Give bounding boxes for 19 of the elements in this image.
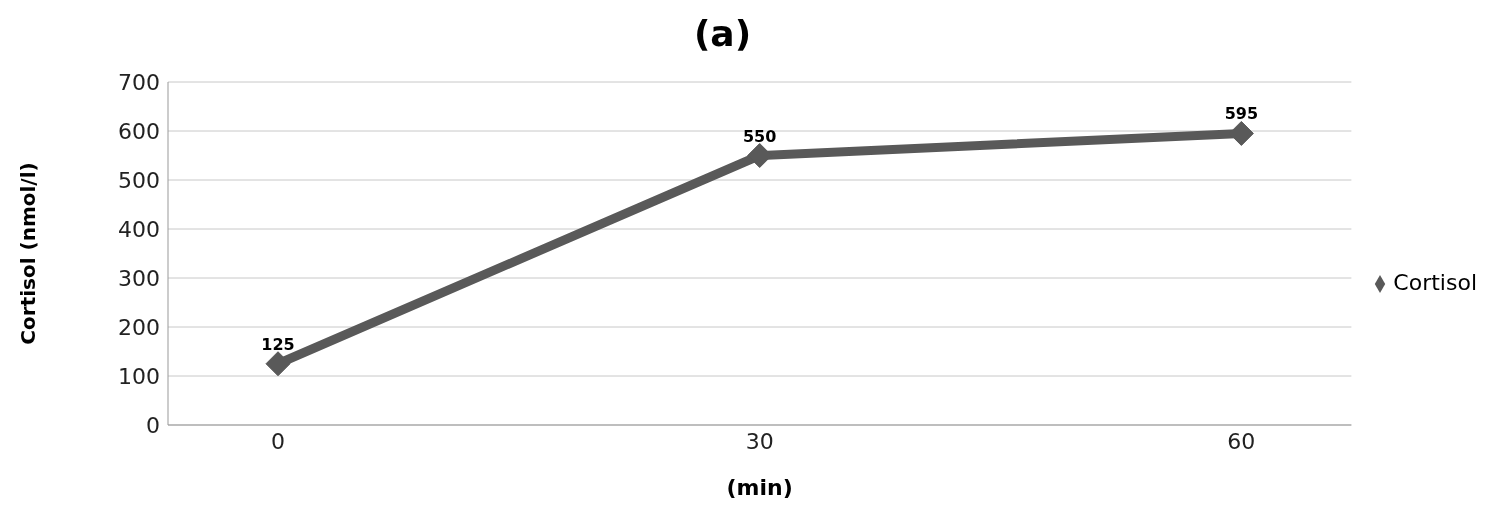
y-tick-label: 600: [118, 118, 160, 144]
x-tick-label: 0: [271, 428, 285, 454]
data-label: 125: [261, 334, 295, 354]
legend-label: Cortisol: [1393, 270, 1477, 295]
x-tick-label: 30: [745, 428, 774, 454]
y-tick-label: 700: [118, 69, 160, 95]
y-tick-label: 300: [118, 265, 160, 291]
y-tick-label: 400: [118, 216, 160, 242]
y-tick-label: 200: [118, 314, 160, 340]
y-axis-title: Cortisol (nmol/l): [16, 162, 41, 345]
data-label: 550: [742, 126, 777, 146]
point: [265, 351, 291, 377]
y-tick-label: 0: [146, 412, 160, 438]
data-label: 595: [1224, 104, 1259, 124]
y-tick-label: 100: [118, 363, 160, 389]
chart-title: (a): [692, 12, 753, 56]
x-tick-label: 60: [1227, 428, 1256, 454]
x-axis-title: (min): [726, 475, 793, 500]
y-tick-label: 500: [118, 167, 160, 193]
